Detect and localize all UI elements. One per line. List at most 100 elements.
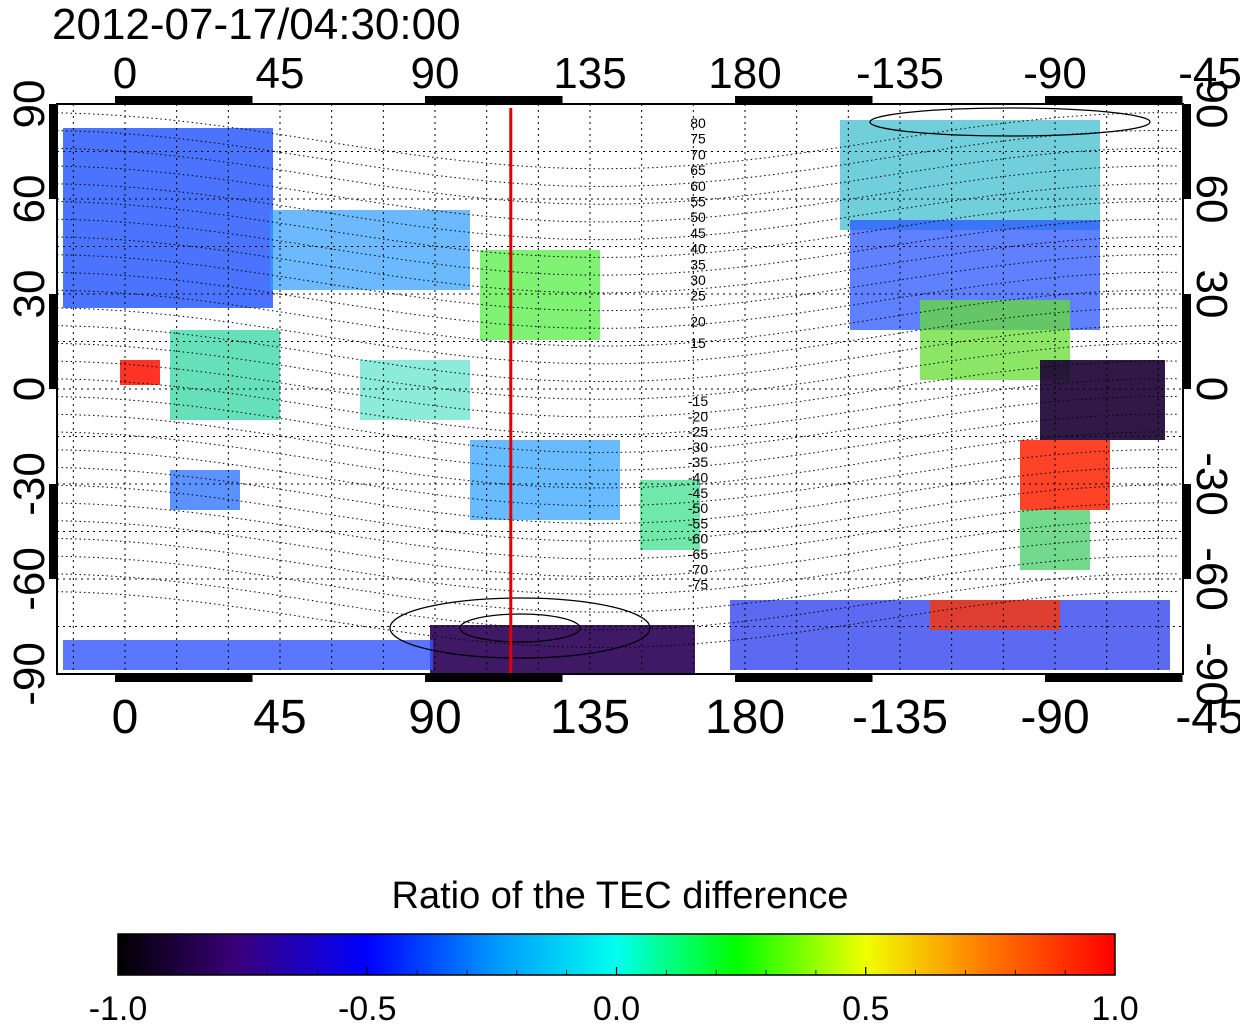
longitude-tick-top: -90 bbox=[1023, 49, 1087, 98]
longitude-tick-bottom: 90 bbox=[408, 691, 461, 744]
latitude-tick-left: -30 bbox=[5, 452, 54, 516]
contour-label: -40 bbox=[688, 470, 708, 486]
axis-bar-left bbox=[49, 104, 56, 199]
longitude-tick-top: 90 bbox=[411, 49, 460, 98]
contour-label: -25 bbox=[688, 424, 708, 440]
colorbar-tick-label: 1.0 bbox=[1091, 990, 1138, 1024]
axis-bar-top bbox=[735, 96, 873, 103]
contour-label: -55 bbox=[688, 515, 708, 531]
contour-line bbox=[56, 537, 1178, 595]
contour-label: 15 bbox=[690, 335, 706, 351]
contour-line bbox=[56, 147, 1178, 205]
contour-line bbox=[56, 573, 1178, 631]
contour-label: 55 bbox=[690, 194, 706, 210]
south-pole-contour bbox=[459, 613, 581, 643]
colorbar-tick-label: -0.5 bbox=[338, 990, 397, 1024]
contour-line bbox=[56, 218, 1178, 276]
contour-line bbox=[56, 112, 1178, 170]
latitude-tick-right: 0 bbox=[1187, 377, 1236, 401]
latitude-tick-right: -60 bbox=[1187, 547, 1236, 611]
longitude-tick-top: 180 bbox=[708, 49, 781, 98]
contour-label: 70 bbox=[690, 146, 706, 162]
colorbar-tick-label: -1.0 bbox=[89, 990, 148, 1024]
contour-line bbox=[56, 431, 1178, 489]
colorbar-tick-label: 0.0 bbox=[593, 990, 640, 1024]
axis-bar-top bbox=[1045, 96, 1183, 103]
contour-label: 50 bbox=[690, 209, 706, 225]
contour-line bbox=[56, 466, 1178, 524]
contour-label: -15 bbox=[688, 393, 708, 409]
contour-line bbox=[56, 307, 1178, 365]
axis-bar-left bbox=[49, 294, 56, 389]
contour-label: 75 bbox=[690, 131, 706, 147]
longitude-tick-top: -135 bbox=[856, 49, 944, 98]
contour-label: 60 bbox=[690, 178, 706, 194]
south-pole-contour bbox=[389, 597, 651, 659]
contour-label: -50 bbox=[688, 500, 708, 516]
latitude-tick-left: -60 bbox=[5, 547, 54, 611]
contour-label: 35 bbox=[690, 256, 706, 272]
contour-line bbox=[56, 502, 1177, 560]
contour-line bbox=[56, 378, 1178, 436]
longitude-tick-top: -45 bbox=[1178, 49, 1240, 98]
contour-label: -45 bbox=[688, 485, 708, 501]
longitude-tick-top: 0 bbox=[113, 49, 137, 98]
contour-line bbox=[56, 254, 1178, 312]
axis-bar-bottom bbox=[115, 675, 253, 682]
contour-line bbox=[56, 555, 1177, 613]
longitude-tick-bottom: 0 bbox=[112, 691, 139, 744]
latitude-tick-left: 60 bbox=[5, 175, 54, 224]
latitude-tick-right: -30 bbox=[1187, 452, 1236, 516]
longitude-tick-bottom: 135 bbox=[550, 691, 630, 744]
axis-bar-right bbox=[1184, 294, 1191, 389]
colorbar-title: Ratio of the TEC difference bbox=[391, 875, 849, 917]
contour-line bbox=[56, 520, 1178, 578]
contour-label: -75 bbox=[688, 577, 708, 593]
contour-line bbox=[56, 130, 1177, 188]
contour-label: -30 bbox=[688, 439, 708, 455]
contour-line bbox=[56, 360, 1178, 418]
contour-label: 30 bbox=[690, 272, 706, 288]
axis-bar-bottom bbox=[1045, 675, 1183, 682]
longitude-tick-bottom: -90 bbox=[1020, 691, 1089, 744]
latitude-tick-left: 0 bbox=[5, 377, 54, 401]
axis-bar-right bbox=[1184, 104, 1191, 199]
contour-line bbox=[56, 325, 1178, 382]
contour-line bbox=[56, 200, 1178, 258]
colorbar-ticks: -1.0 -0.5 0.0 0.5 1.0 bbox=[89, 967, 1139, 1024]
contour-label: -35 bbox=[688, 454, 708, 470]
contour-line bbox=[56, 165, 1178, 223]
graticule bbox=[57, 104, 1183, 674]
axis-bar-bottom bbox=[735, 675, 873, 682]
contour-label: 40 bbox=[690, 241, 706, 257]
magnetic-latitude-contours bbox=[56, 107, 1178, 659]
axis-bar-bottom bbox=[425, 675, 563, 682]
contour-label: 80 bbox=[690, 115, 706, 131]
longitude-tick-bottom: -45 bbox=[1175, 691, 1240, 744]
north-pole-contour bbox=[869, 107, 1151, 137]
contour-line bbox=[56, 271, 1178, 329]
axis-bar-top bbox=[425, 96, 563, 103]
contour-label: -70 bbox=[688, 561, 708, 577]
axis-bar-left bbox=[49, 484, 56, 579]
contour-line bbox=[56, 289, 1177, 347]
map-frame bbox=[56, 103, 1184, 675]
latitude-tick-left: 30 bbox=[5, 270, 54, 319]
axis-tick-labels: 0045459090135135180180-135-135-90-90-45-… bbox=[5, 49, 1240, 744]
contour-line bbox=[56, 413, 1178, 471]
contour-line bbox=[56, 449, 1177, 507]
longitude-tick-top: 135 bbox=[553, 49, 626, 98]
latitude-tick-right: 30 bbox=[1187, 270, 1236, 319]
tec-data-layer bbox=[63, 120, 1170, 674]
latitude-tick-left: 90 bbox=[5, 80, 54, 129]
latitude-tick-right: 60 bbox=[1187, 175, 1236, 224]
latitude-tick-right: -90 bbox=[1187, 642, 1236, 706]
axis-bars bbox=[49, 96, 1191, 682]
longitude-tick-bottom: -135 bbox=[852, 691, 948, 744]
contour-label: 65 bbox=[690, 162, 706, 178]
latitude-tick-right: 90 bbox=[1187, 80, 1236, 129]
contour-label: -60 bbox=[688, 531, 708, 547]
contour-line bbox=[56, 484, 1178, 542]
